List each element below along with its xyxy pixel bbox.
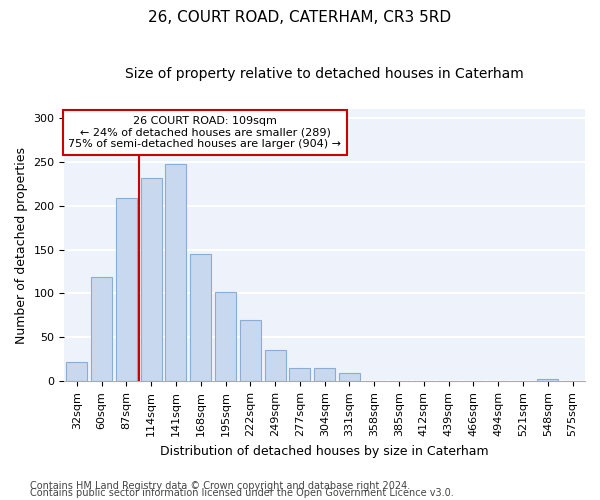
Bar: [289, 368, 310, 382]
Y-axis label: Number of detached properties: Number of detached properties: [15, 146, 28, 344]
Bar: [91, 277, 112, 382]
Text: 26, COURT ROAD, CATERHAM, CR3 5RD: 26, COURT ROAD, CATERHAM, CR3 5RD: [148, 10, 452, 25]
Bar: [190, 254, 211, 382]
Bar: [339, 374, 360, 382]
Bar: [140, 178, 162, 382]
Bar: [314, 368, 335, 382]
Text: Contains public sector information licensed under the Open Government Licence v3: Contains public sector information licen…: [30, 488, 454, 498]
Bar: [240, 320, 261, 382]
Text: 26 COURT ROAD: 109sqm
← 24% of detached houses are smaller (289)
75% of semi-det: 26 COURT ROAD: 109sqm ← 24% of detached …: [68, 116, 341, 149]
Bar: [66, 362, 88, 382]
X-axis label: Distribution of detached houses by size in Caterham: Distribution of detached houses by size …: [160, 444, 489, 458]
Text: Contains HM Land Registry data © Crown copyright and database right 2024.: Contains HM Land Registry data © Crown c…: [30, 481, 410, 491]
Title: Size of property relative to detached houses in Caterham: Size of property relative to detached ho…: [125, 68, 524, 82]
Bar: [265, 350, 286, 382]
Bar: [166, 164, 187, 382]
Bar: [116, 198, 137, 382]
Bar: [215, 292, 236, 382]
Bar: [537, 378, 559, 382]
